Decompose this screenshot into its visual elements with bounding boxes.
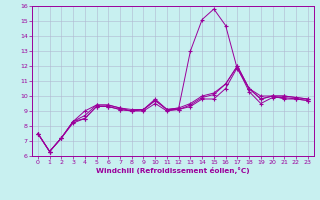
X-axis label: Windchill (Refroidissement éolien,°C): Windchill (Refroidissement éolien,°C) (96, 167, 250, 174)
